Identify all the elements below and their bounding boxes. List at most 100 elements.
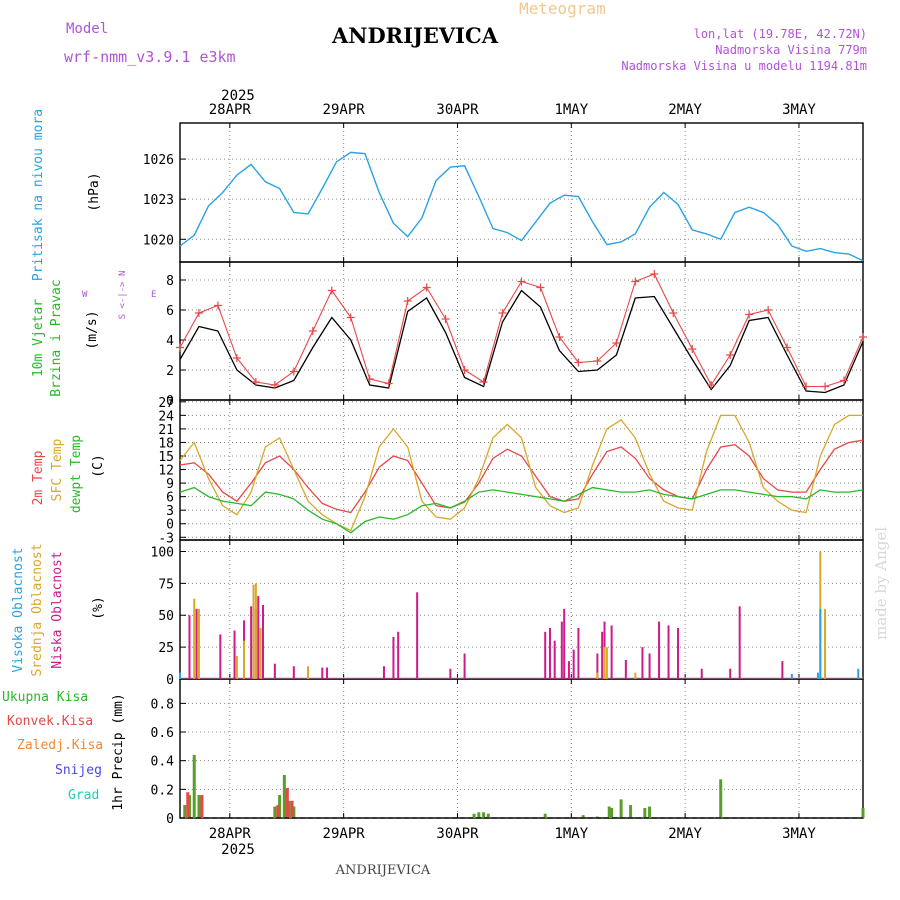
y-tick-label: 0.8	[151, 697, 174, 712]
cloud-mid-bar	[197, 608, 200, 679]
watermark: made by Angel	[872, 527, 890, 640]
cloud-high-bar	[179, 672, 181, 679]
cloud-low-bar	[416, 592, 419, 679]
cloud-low-bar	[449, 668, 452, 679]
cloud-low-bar	[544, 631, 547, 679]
wind-gust-marker	[365, 375, 374, 383]
wind-gust-marker	[688, 345, 697, 353]
precip-convective-bar	[200, 795, 204, 818]
precip-total-bar	[581, 815, 585, 818]
cloud-low-bar	[548, 627, 551, 679]
bottom-date-label: 28APR	[209, 826, 252, 842]
cloud-low-bar	[273, 663, 276, 679]
wind-gust-marker	[764, 306, 773, 314]
cloud-high-label: Visoka Oblacnost	[11, 547, 26, 672]
cloud-low-label: Niska Oblacnost	[50, 551, 65, 668]
cloud-high-bar	[790, 673, 793, 679]
precip-total-bar	[187, 795, 191, 818]
cloud-mid-bar	[634, 672, 637, 679]
cloud-unit: (%)	[91, 596, 106, 619]
y-tick-label: 100	[151, 545, 174, 560]
wind-gust-marker	[707, 381, 716, 389]
bottom-date-label: 1MAY	[554, 826, 588, 842]
precip-freezing-legend: Zaledj.Kisa	[17, 738, 103, 753]
cloud-mid-bar	[193, 598, 196, 679]
cloud-low-bar	[596, 653, 599, 679]
precip-total-bar	[287, 800, 291, 818]
y-tick-label: 9	[166, 477, 174, 492]
dewpoint-line	[179, 486, 864, 534]
bottom-date-label: 29APR	[323, 826, 366, 842]
wind-compass: S <-|-> N	[118, 271, 128, 320]
wind-gust-marker	[631, 277, 640, 286]
panel-frame	[179, 539, 864, 680]
wind-gust-marker	[232, 354, 241, 362]
cloud-low-bar	[257, 596, 260, 679]
precip-total-bar	[610, 807, 614, 818]
y-tick-label: 4	[166, 334, 174, 349]
wind-unit: (m/s)	[85, 310, 100, 349]
wind-gust-marker	[422, 283, 431, 292]
top-date-label: 3MAY	[782, 102, 816, 118]
model-elevation: Nadmorska Visina u modelu 1194.81m	[621, 59, 867, 73]
y-tick-label: 0.4	[151, 755, 175, 770]
cloud-low-bar	[781, 661, 784, 679]
wind-gust-marker	[479, 378, 488, 386]
wind-gust-marker	[802, 382, 811, 391]
temp-2m-line	[179, 439, 864, 514]
wind-gust-marker	[176, 343, 184, 352]
wind-gust-marker	[517, 277, 526, 286]
wind-gust-marker	[403, 297, 412, 305]
bottom-year-label: 2025	[221, 842, 255, 858]
precip-total-bar	[595, 816, 599, 818]
precip-total-bar	[643, 807, 647, 818]
cloud-low-bar	[463, 653, 466, 679]
precip-total-bar	[619, 799, 623, 818]
y-tick-label: -3	[158, 531, 174, 546]
coordinates: lon,lat (19.78E, 42.72N)	[694, 27, 867, 41]
cloud-high-bar	[816, 672, 819, 679]
wind-gust-marker	[859, 333, 867, 341]
wind-gust-marker	[194, 309, 203, 317]
cloud-low-bar	[326, 667, 329, 679]
wind-gust-marker	[327, 286, 336, 295]
y-tick-label: 0	[166, 812, 174, 827]
cloud-low-bar	[382, 666, 385, 679]
cloud-mid-bar	[243, 640, 246, 679]
cloud-high-bar	[857, 668, 860, 679]
panel-frame	[179, 678, 864, 819]
wind-gust-marker	[460, 366, 469, 374]
wind-gust-marker	[289, 367, 298, 376]
y-tick-label: 50	[158, 609, 174, 624]
cloud-low-bar	[624, 659, 627, 679]
precip-total-bar	[648, 806, 652, 818]
cloud-mid-bar	[596, 672, 599, 679]
cloud-low-bar	[729, 668, 732, 679]
cloud-low-bar	[553, 640, 556, 679]
y-tick-label: 0	[166, 518, 174, 533]
cloud-mid-bar	[605, 647, 608, 679]
y-tick-label: 8	[166, 274, 174, 289]
wind-gust-marker	[441, 315, 450, 323]
cloud-low-bar	[677, 627, 680, 679]
wind-gust-marker	[669, 309, 678, 317]
precip-total-bar	[472, 813, 476, 818]
pressure-unit: (hPa)	[87, 172, 102, 211]
y-tick-label: 21	[158, 423, 174, 438]
y-tick-label: 6	[166, 491, 174, 506]
cloud-low-bar	[250, 606, 253, 679]
wind-gust-marker	[840, 376, 849, 385]
y-tick-label: 1026	[143, 153, 174, 168]
y-tick-label: 0.2	[151, 783, 174, 798]
cloud-mid-bar	[824, 608, 827, 679]
precip-unit: 1hr Precip (mm)	[111, 693, 126, 810]
model-label: Model	[66, 21, 108, 37]
wind-label-2: Brzina i Pravac	[49, 279, 64, 396]
cloud-low-bar	[188, 615, 191, 679]
cloud-low-bar	[262, 605, 265, 679]
cloud-mid-bar	[307, 666, 310, 679]
cloud-low-bar	[667, 625, 670, 679]
precip-total-bar	[292, 806, 296, 818]
precip-total-bar	[607, 806, 611, 818]
wind-gust-marker	[251, 378, 260, 386]
